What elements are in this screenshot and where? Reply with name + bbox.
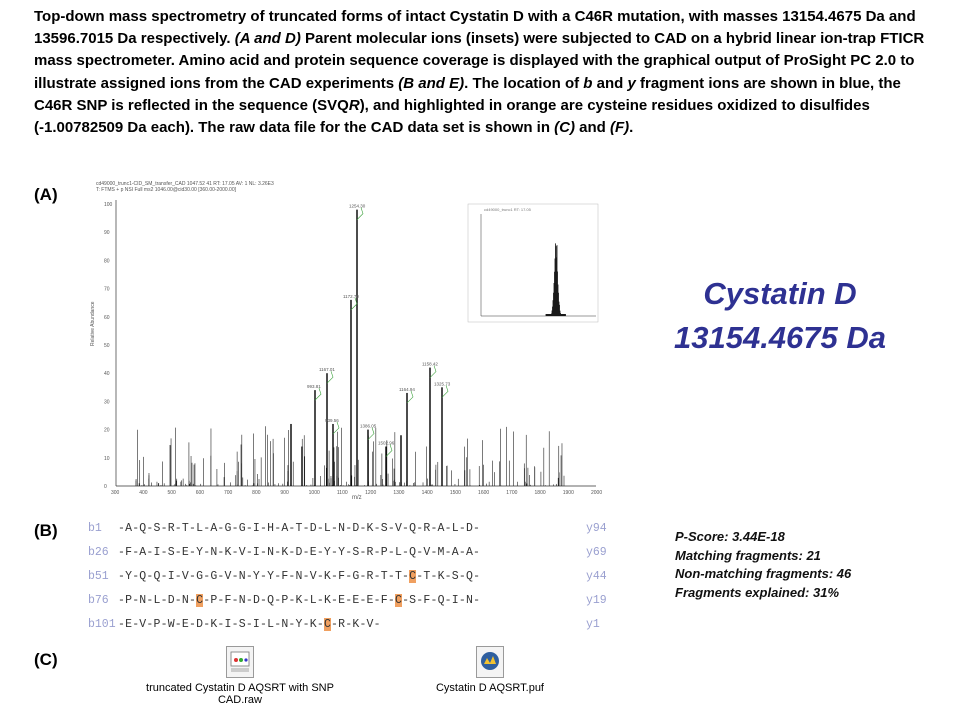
row-sequence: -A-Q-S-R-T-L-A-G-G-I-H-A-T-D-L-N-D-K-S-V… [118,522,481,535]
peak-label: 1158.42 [422,362,438,367]
row-sequence: -Y-Q-Q-I-V-G-G-V-N-Y-Y-F-N-V-K-F-G-R-T-T… [118,570,481,583]
figure-caption: Top-down mass spectrometry of truncated … [34,8,925,137]
p-score: P-Score: 3.44E-18 [675,529,785,544]
x-tick-label: 600 [196,490,205,496]
x-tick-label: 900 [280,490,289,496]
peak-label: 1254.30 [349,204,366,209]
panel-label-a: (A) [34,185,58,204]
fragment-mark [367,427,375,440]
row-end-label: y69 [586,546,607,559]
row-start-label: b76 [88,594,109,607]
fragment-mark [356,207,364,220]
x-tick-label: 1700 [506,490,517,496]
x-tick-label: 300 [111,490,120,496]
y-tick-label: 70 [104,287,110,293]
fragment-mark [441,385,449,398]
fragment-mark [429,365,437,378]
puf-file-item[interactable]: Cystatin D AQSRT.puf [410,646,570,694]
protein-name: Cystatin D [703,276,857,311]
peak-labels: 1254.30 1172.70 1167.01 993.81 939.56 1164.94… [307,204,451,446]
raw-file-name: truncated Cystatin D AQSRT with SNP CAD.… [146,682,334,706]
peak-label: 1172.70 [343,294,359,299]
x-tick-label: 1200 [365,490,376,496]
precursor-inset: cd49000_trunc1 RT: 17.05 [467,203,599,323]
fragment-mark [326,371,334,384]
row-end-label: y94 [586,522,607,535]
fragment-mark [314,388,322,401]
fragment-annotations [314,207,449,457]
row-start-label: b101 [88,618,116,631]
x-tick-label: 1100 [337,490,348,496]
y-axis-label: Relative Abundance [90,301,96,346]
x-tick-label: 800 [252,490,261,496]
peak-label: 1386.05 [360,424,377,429]
non-matching-fragments: Non-matching fragments: 46 [675,566,852,581]
y-tick-label: 0 [104,484,107,490]
y-tick-label: 50 [104,343,110,349]
x-ticks: 300 400 500 600 700 800 900 1000 1100 1200 1300 140… [111,490,602,496]
matching-fragments: Matching fragments: 21 [675,547,821,563]
x-tick-label: 1500 [450,490,461,496]
x-tick-label: 400 [139,490,148,496]
y-tick-label: 90 [104,230,110,236]
spectrum-peaks [135,209,565,486]
row-sequence: -P-N-L-D-N-C-P-F-N-D-Q-P-K-L-K-E-E-E-F-C… [118,594,481,607]
panel-label-b: (B) [34,521,58,540]
row-start-label: b26 [88,546,109,559]
inset-header: cd49000_trunc1 RT: 17.05 [484,207,532,212]
peak-label: 939.56 [325,418,339,423]
peak-label: 1325.73 [434,381,451,386]
x-tick-label: 1300 [393,490,404,496]
x-tick-label: 1600 [478,490,489,496]
y-tick-label: 80 [104,258,110,264]
y-tick-label: 20 [104,428,110,434]
peak-label: 1167.01 [319,367,335,372]
row-start-label: b51 [88,570,109,583]
y-tick-label: 60 [104,315,110,321]
raw-file-item[interactable]: truncated Cystatin D AQSRT with SNP CAD.… [130,646,350,706]
row-sequence: -F-A-I-S-E-Y-N-K-V-I-N-K-D-E-Y-Y-S-R-P-L… [118,546,481,559]
x-tick-label: 1000 [309,490,320,496]
panel-label-c: (C) [34,650,58,669]
mass-spectrum: cd49000_trunc1-CID_SM_transfer_CAD 1047.… [90,181,602,501]
x-tick-label: 700 [224,490,233,496]
puf-file-icon [476,646,504,678]
puf-file-name: Cystatin D AQSRT.puf [435,682,544,694]
fragment-mark [406,390,414,404]
row-end-label: y19 [586,594,607,607]
x-tick-label: 1400 [422,490,433,496]
fragment-mark [385,444,393,457]
x-tick-label: 1800 [535,490,546,496]
y-tick-label: 40 [104,371,110,377]
row-start-label: b1 [88,522,102,535]
y-tick-label: 10 [104,456,110,462]
x-tick-label: 500 [167,490,176,496]
spectrum-header-2: T: FTMS + p NSI Full ms2 1046.00@cid30.0… [96,187,237,193]
protein-mass: 13154.4675 Da [673,320,887,355]
raw-file-icon [226,646,254,678]
fragments-explained: Fragments explained: 31% [675,584,839,600]
row-end-label: y1 [586,618,600,631]
y-tick-label: 30 [104,399,110,405]
row-sequence: -E-V-P-W-E-D-K-I-S-I-L-N-Y-K-C-R-K-V- [118,618,381,631]
peak-label: 1502.96 [378,441,395,446]
y-ticks: 0 10 20 30 40 50 60 70 80 90 100 [104,202,113,490]
peak-label: 1164.94 [399,387,415,392]
fragment-mark [350,297,358,311]
x-axis-label: m/z [352,495,362,501]
row-end-label: y44 [586,570,607,583]
peak-label: 993.81 [307,384,321,389]
x-tick-label: 2000 [591,490,602,496]
x-tick-label: 1900 [563,490,574,496]
match-statistics: P-Score: 3.44E-18 Matching fragments: 21… [675,528,851,602]
fragment-mark [332,421,340,435]
spectrum-header-1: cd49000_trunc1-CID_SM_transfer_CAD 1047.… [96,181,274,187]
y-tick-label: 100 [104,202,113,208]
